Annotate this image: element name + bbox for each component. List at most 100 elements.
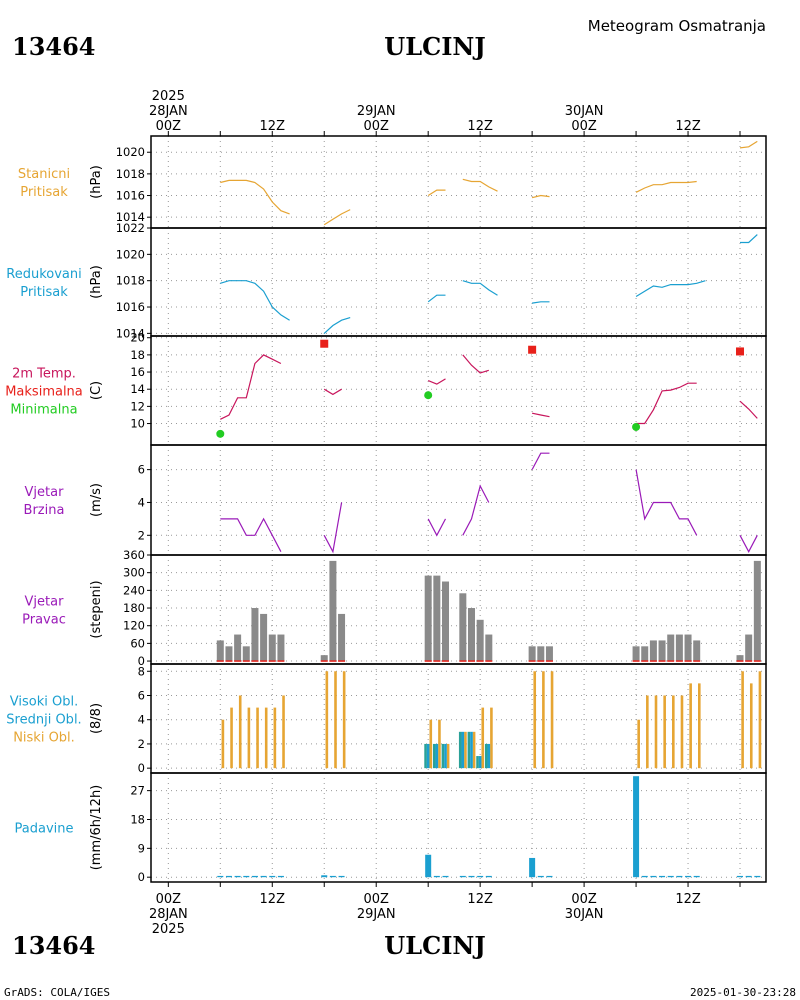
bar (472, 731, 476, 769)
bar (338, 613, 346, 662)
bar (650, 875, 657, 878)
bar (320, 655, 328, 662)
bar (426, 743, 430, 769)
bar (216, 640, 224, 662)
y-axis-label: (hPa) (89, 265, 104, 299)
bar (429, 719, 433, 769)
y-tick-label: 1016 (116, 189, 145, 203)
bar (758, 671, 762, 769)
panel-3: 10 12 14 16 18 20 (C) 2m Temp. Maksimalna Minimal… (5, 331, 767, 446)
bar (464, 731, 467, 769)
bar (433, 575, 441, 662)
bar (529, 857, 536, 878)
y-tick-label: 1020 (116, 247, 145, 261)
bar (550, 671, 554, 769)
bar (649, 640, 657, 662)
bar (321, 875, 328, 878)
bar (698, 683, 701, 769)
bar (667, 875, 674, 878)
series-line (531, 412, 550, 418)
y-tick-label: 360 (123, 548, 145, 562)
y-tick-label: 2 (138, 528, 145, 542)
series-line (427, 294, 446, 303)
time-label-top: 12Z (467, 119, 493, 134)
series-line (427, 518, 447, 537)
y-tick-label: 18 (130, 348, 145, 362)
bar (675, 634, 683, 662)
bar (646, 695, 649, 769)
bar (334, 671, 337, 769)
time-label-top: 00Z (571, 119, 597, 134)
bar (424, 575, 432, 662)
bar (537, 875, 544, 878)
panel-7: 0 9 18 27 (mm/6h/12h) Padavine (15, 772, 767, 884)
bar (680, 695, 684, 769)
bar (441, 743, 445, 769)
series-line (427, 378, 446, 385)
max-temp-marker (736, 347, 745, 356)
series-line (220, 280, 290, 321)
time-label-bottom: 00Z (156, 892, 182, 907)
time-label-top: 2025 (152, 89, 185, 104)
time-label-bottom: 12Z (675, 892, 701, 907)
y-tick-label: 240 (123, 583, 145, 597)
panel-2: 1014 1016 1018 1020 1022 (hPa) Redukovani Priti… (6, 221, 767, 340)
bar (442, 581, 450, 662)
bar (736, 655, 744, 662)
min-temp-marker (216, 429, 225, 438)
y-tick-label: 0 (138, 870, 145, 884)
station-id-bottom: 13464 (12, 931, 96, 960)
bar (458, 731, 462, 769)
time-label-bottom: 12Z (467, 892, 493, 907)
bar (329, 875, 336, 878)
y-tick-label: 180 (123, 601, 145, 615)
y-tick-label: 300 (123, 566, 145, 580)
series-line (462, 484, 490, 536)
bar (230, 707, 233, 769)
bar (467, 608, 475, 662)
y-tick-label: 0 (138, 654, 145, 668)
bar (446, 743, 450, 769)
bar (684, 634, 692, 662)
y-axis-label: (mm/6h/12h) (89, 785, 104, 871)
bar (663, 695, 666, 769)
bar (425, 854, 432, 878)
min-temp-marker (424, 391, 433, 400)
bar (243, 875, 250, 878)
bar (745, 634, 753, 662)
series-line (635, 280, 706, 298)
time-label-top: 30JAN (565, 104, 604, 119)
bar (444, 743, 447, 769)
time-label-top: 12Z (260, 119, 286, 134)
bar (442, 875, 449, 878)
panel-label: Minimalna (10, 403, 77, 418)
bar (641, 875, 648, 878)
bar (528, 646, 536, 662)
bar (242, 646, 250, 662)
bar (477, 875, 484, 878)
bar (234, 634, 242, 662)
bar (234, 875, 241, 878)
bar (225, 875, 232, 878)
y-tick-label: 1022 (116, 221, 145, 235)
bar (659, 875, 666, 878)
y-tick-label: 4 (138, 713, 145, 727)
bar (251, 608, 259, 662)
min-temp-marker (632, 422, 641, 431)
bar (754, 875, 761, 878)
panel-label: Maksimalna (5, 385, 83, 400)
bar (424, 743, 427, 769)
bar (637, 719, 640, 769)
time-label-bottom: 00Z (363, 892, 389, 907)
series-line (220, 354, 282, 420)
bar (487, 743, 491, 769)
time-label-top: 12Z (675, 119, 701, 134)
bar (225, 646, 233, 662)
y-tick-label: 2 (138, 737, 145, 751)
panel-label: 2m Temp. (12, 367, 76, 382)
panel-label: Redukovani (6, 267, 81, 282)
series-line (462, 280, 498, 296)
y-axis-label: (C) (89, 381, 104, 400)
